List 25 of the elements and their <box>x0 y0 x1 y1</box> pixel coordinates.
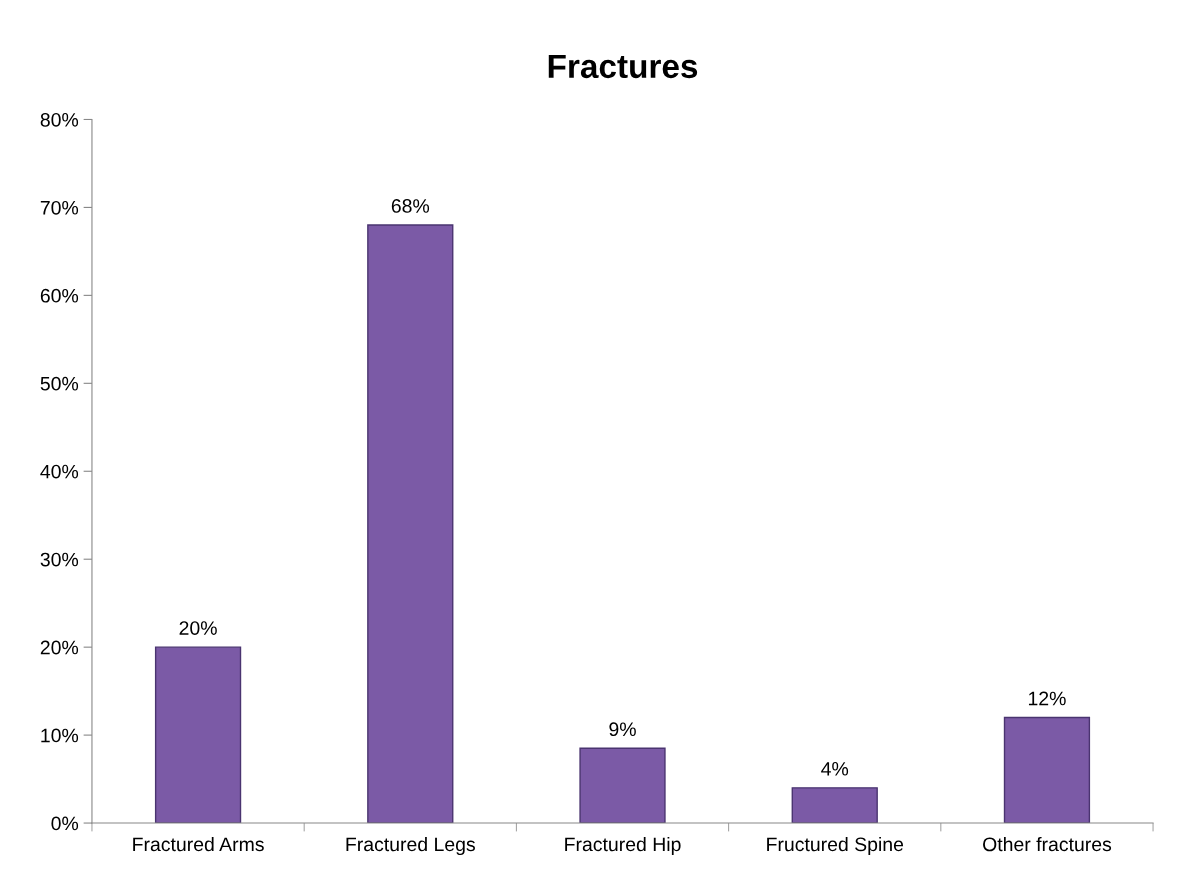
y-tick-label: 80% <box>40 112 79 127</box>
y-tick-label: 0% <box>51 816 79 831</box>
data-label: 68% <box>391 199 430 213</box>
x-tick-label: Fructured Spine <box>767 836 904 856</box>
y-tick-label: 20% <box>40 640 79 655</box>
bar <box>791 787 878 824</box>
y-tick-label: 70% <box>40 200 79 215</box>
x-tick-label: Fractured Arms <box>133 836 264 852</box>
bar <box>367 224 454 824</box>
y-tick-label: 50% <box>40 376 79 391</box>
data-label: 4% <box>821 762 849 776</box>
bar <box>1003 716 1091 824</box>
x-tick-label: Other fractures <box>983 836 1112 852</box>
y-tick-label: 60% <box>40 288 79 303</box>
y-tick-label: 30% <box>40 552 79 567</box>
x-tick-label: Fractured Legs <box>346 836 475 856</box>
y-tick-label: 10% <box>41 728 79 743</box>
y-tick-label: 40% <box>40 464 79 479</box>
x-tick-label: Fractured Hip <box>565 836 681 856</box>
bar <box>154 646 242 824</box>
data-label: 12% <box>1028 691 1066 706</box>
data-label: 20% <box>179 621 217 635</box>
bar <box>579 747 666 824</box>
data-label: 9% <box>609 722 636 737</box>
chart-title: Fractures <box>548 54 698 79</box>
